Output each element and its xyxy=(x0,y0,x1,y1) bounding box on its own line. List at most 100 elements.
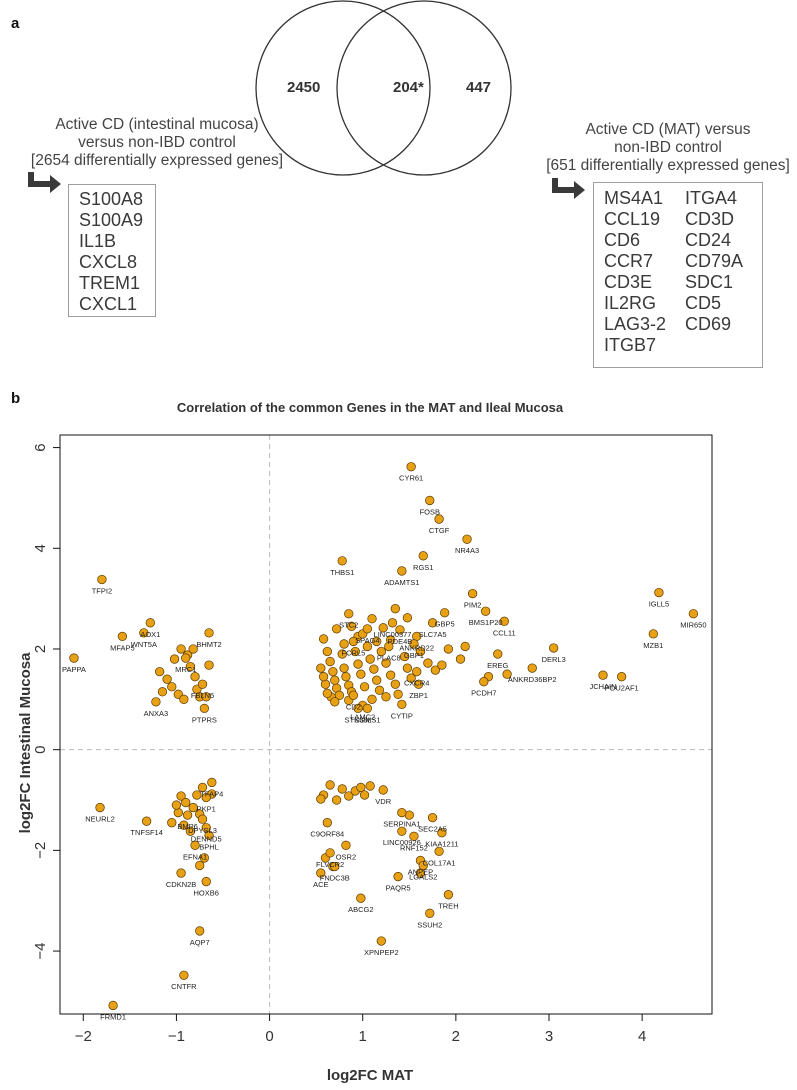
point-label: CDKN2B xyxy=(166,880,196,889)
data-point xyxy=(397,826,407,836)
data-point xyxy=(330,697,340,707)
data-point xyxy=(181,797,191,808)
data-point xyxy=(173,807,183,818)
point-label: BMS1P20 xyxy=(469,618,503,627)
data-point xyxy=(654,587,664,598)
data-point xyxy=(350,646,360,657)
data-point xyxy=(356,893,366,903)
gene-item: CCL19 xyxy=(604,209,661,229)
data-point xyxy=(460,641,470,652)
data-point xyxy=(481,606,491,616)
data-point xyxy=(331,795,342,805)
data-point xyxy=(167,682,177,692)
point-label: DENND5 xyxy=(191,835,222,844)
venn-right-count: 447 xyxy=(466,79,492,96)
data-point xyxy=(339,663,349,673)
y-tick-label: 6 xyxy=(32,443,49,451)
data-point xyxy=(362,624,373,634)
data-point xyxy=(199,703,210,714)
data-point xyxy=(348,690,359,700)
data-point xyxy=(397,566,407,576)
data-point xyxy=(188,644,198,654)
data-point xyxy=(322,646,332,657)
data-point xyxy=(155,666,165,677)
data-point xyxy=(207,777,217,788)
point-label: LAMC2 xyxy=(350,712,375,721)
data-point xyxy=(443,644,454,654)
data-point xyxy=(499,616,509,626)
data-point xyxy=(151,697,161,707)
data-point xyxy=(406,673,416,683)
point-label: ANKRD36BP2 xyxy=(508,675,557,684)
left-caption-line: versus non-IBD control xyxy=(78,134,236,151)
point-label: SERPINA1 xyxy=(383,820,420,829)
data-point xyxy=(117,631,128,642)
data-point xyxy=(381,658,391,668)
data-point xyxy=(322,688,332,698)
data-point xyxy=(412,666,422,677)
data-point xyxy=(176,644,186,654)
data-point xyxy=(384,641,394,652)
x-tick-label: −1 xyxy=(168,1028,185,1045)
data-point xyxy=(415,646,426,657)
data-point xyxy=(325,656,335,667)
point-label: XPNPEP2 xyxy=(364,948,399,957)
point-labels: CYR61 FOSB CTGF NR4A3 RGS1 THBS1 ADAMTS1 IGLL5 M… xyxy=(62,474,706,1022)
data-point xyxy=(179,820,189,830)
point-label: CYR61 xyxy=(399,474,423,483)
data-point xyxy=(353,703,363,714)
data-point xyxy=(399,651,410,662)
data-point xyxy=(359,682,370,692)
gene-item: MS4A1 xyxy=(604,188,664,208)
plot-frame xyxy=(59,434,713,1015)
gene-item: ITGA4 xyxy=(685,188,738,208)
point-label: PIM2 xyxy=(464,601,482,610)
data-point xyxy=(176,868,186,878)
left-arrow-icon xyxy=(28,172,61,193)
panel-a-letter: a xyxy=(11,15,20,32)
point-label: JCHAIN xyxy=(589,682,616,691)
point-label: SLC7A5 xyxy=(419,630,447,639)
data-point xyxy=(97,574,107,585)
point-label: STC2 xyxy=(339,621,358,630)
data-point xyxy=(395,625,405,635)
data-point xyxy=(190,840,200,850)
gene-item: CD6 xyxy=(604,230,641,250)
data-point xyxy=(197,782,208,793)
x-tick-label: 4 xyxy=(638,1028,646,1045)
point-label: OSR2 xyxy=(336,852,356,861)
data-point xyxy=(374,685,385,695)
data-point xyxy=(167,818,177,828)
data-point xyxy=(362,703,373,714)
data-point xyxy=(418,860,428,871)
point-label: CXCR4 xyxy=(404,679,429,688)
gene-item: S100A8 xyxy=(79,189,144,209)
data-point xyxy=(427,618,438,628)
data-point xyxy=(316,663,326,673)
right-gene-column-1: MS4A1 CCL19 CD6 CCR7 CD3E IL2RG LAG3-2 I… xyxy=(604,188,666,356)
point-label: FOSB xyxy=(420,507,440,516)
data-point xyxy=(346,621,357,631)
data-point xyxy=(337,649,347,659)
data-point xyxy=(201,876,211,887)
left-caption-line: [2654 differentially expressed genes] xyxy=(30,152,284,169)
left-caption: Active CD (intestinal mucosa) versus non… xyxy=(4,116,310,170)
point-label: NEURL2 xyxy=(85,815,115,824)
right-caption: Active CD (MAT) versus non-IBD control [… xyxy=(508,121,797,175)
point-label: EREG xyxy=(487,661,508,670)
data-point xyxy=(188,802,198,813)
x-tick-label: 0 xyxy=(265,1028,273,1045)
data-point xyxy=(409,639,419,649)
gene-item: IL1B xyxy=(79,231,117,251)
point-label: LGALS2 xyxy=(409,872,437,881)
data-point xyxy=(344,609,354,619)
data-points xyxy=(69,462,699,1011)
point-label: MRC1 xyxy=(175,665,196,674)
data-point xyxy=(443,890,454,900)
right-caption-line: Active CD (MAT) versus xyxy=(585,121,751,138)
gene-item: CD3D xyxy=(685,209,735,229)
point-label: ANPEP xyxy=(408,867,433,876)
point-label: ADAMTS1 xyxy=(384,578,419,587)
data-point xyxy=(318,672,329,682)
data-point xyxy=(434,514,444,524)
